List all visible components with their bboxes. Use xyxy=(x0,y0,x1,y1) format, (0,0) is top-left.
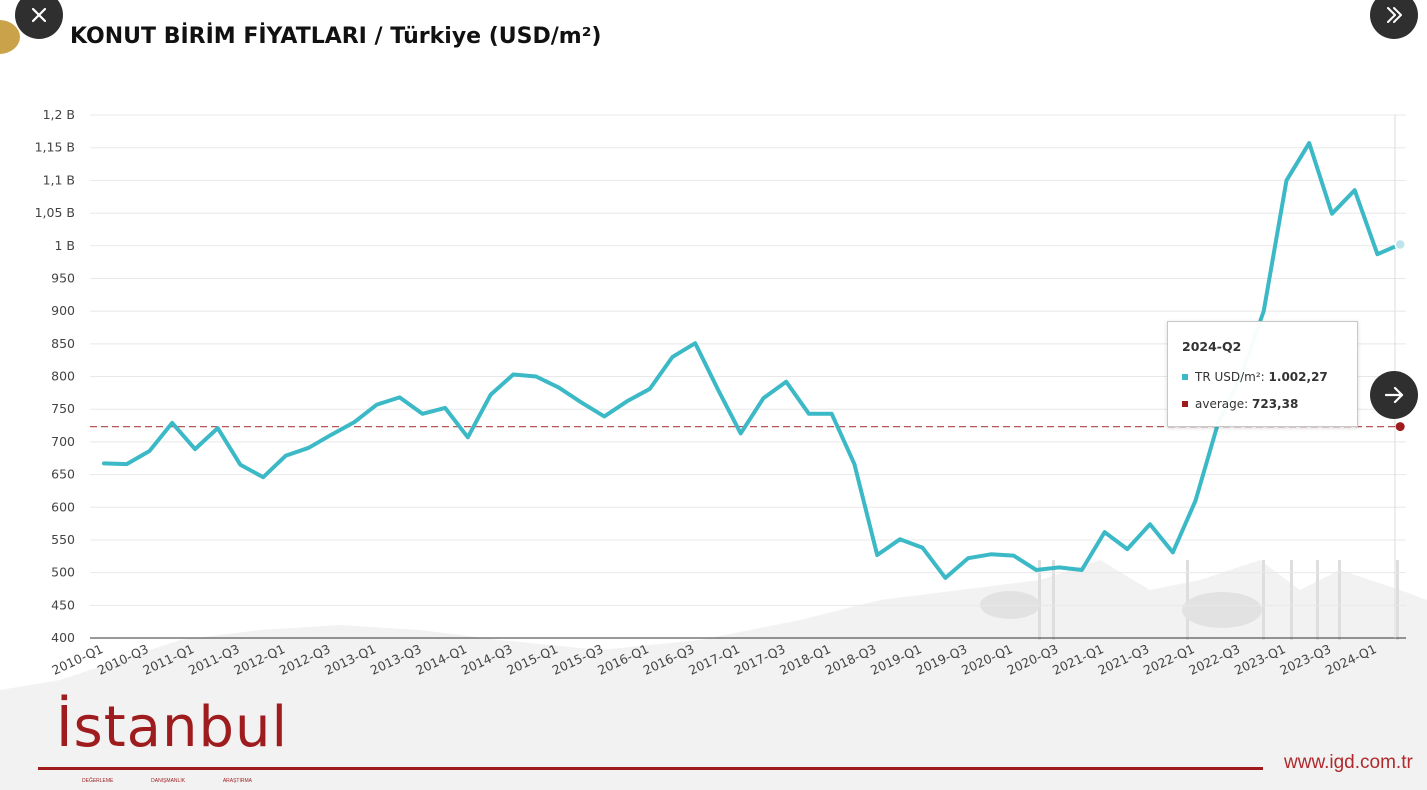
y-tick-label: 850 xyxy=(51,336,75,351)
minaret-shape xyxy=(1316,560,1319,640)
skyline-silhouette xyxy=(0,560,1427,790)
x-tick-label: 2014-Q1 xyxy=(413,641,469,678)
y-tick-label: 1,2 B xyxy=(43,107,75,122)
x-tick-label: 2012-Q3 xyxy=(277,641,333,678)
double-chevron-right-icon xyxy=(1387,7,1402,23)
y-tick-label: 1,05 B xyxy=(35,205,75,220)
logo-tagline: DEĞERLEME DANIŞMANLIK ARAŞTIRMA xyxy=(82,778,252,784)
series-tr-usd-m2 xyxy=(102,141,1403,580)
hover-markers xyxy=(1394,238,1406,432)
x-tick-label: 2020-Q3 xyxy=(1005,641,1061,678)
series-swatch xyxy=(1182,374,1188,380)
x-tick-label: 2016-Q1 xyxy=(595,641,651,678)
y-tick-label: 600 xyxy=(51,499,75,514)
x-tick-label: 2023-Q1 xyxy=(1232,641,1288,678)
x-tick-label: 2020-Q1 xyxy=(959,641,1015,678)
x-tick-label: 2022-Q1 xyxy=(1141,641,1197,678)
x-tick-label: 2013-Q3 xyxy=(368,641,424,678)
x-axis-labels: 2010-Q12010-Q32011-Q12011-Q32012-Q12012-… xyxy=(49,641,1378,678)
tooltip-average-row: average: 723,38 xyxy=(1182,397,1298,411)
minaret-shape xyxy=(1052,560,1055,640)
close-button[interactable] xyxy=(15,0,63,39)
chart-title: KONUT BİRİM FİYATLARI / Türkiye (USD/m²) xyxy=(70,24,602,49)
minaret-shape xyxy=(1186,560,1189,640)
series-line xyxy=(102,141,1403,580)
tooltip-average-value: 723,38 xyxy=(1252,397,1299,411)
tooltip-average-label: average: xyxy=(1195,397,1249,411)
x-tick-label: 2016-Q3 xyxy=(641,641,697,678)
next-button[interactable] xyxy=(1370,371,1418,419)
y-tick-label: 1,15 B xyxy=(35,140,75,155)
y-tick-label: 950 xyxy=(51,270,75,285)
minaret-shape xyxy=(1262,560,1265,640)
logo-underline xyxy=(38,767,1263,770)
x-tick-label: 2011-Q1 xyxy=(140,641,196,678)
x-tick-label: 2018-Q3 xyxy=(823,641,879,678)
tagline-item: ARAŞTIRMA xyxy=(222,778,252,784)
average-swatch xyxy=(1182,401,1188,407)
average-hover-marker xyxy=(1395,422,1405,432)
y-tick-label: 750 xyxy=(51,401,75,416)
tooltip-series-label: TR USD/m²: xyxy=(1195,370,1265,384)
x-tick-label: 2021-Q3 xyxy=(1096,641,1152,678)
brand-logo-corner xyxy=(0,20,20,54)
y-tick-label: 700 xyxy=(51,434,75,449)
minaret-shape xyxy=(1396,560,1399,640)
minaret-shape xyxy=(1038,560,1041,640)
minaret-shape xyxy=(1290,560,1293,640)
x-tick-label: 2023-Q3 xyxy=(1277,641,1333,678)
x-tick-label: 2012-Q1 xyxy=(231,641,287,678)
y-tick-label: 650 xyxy=(51,467,75,482)
tagline-item: DEĞERLEME xyxy=(82,778,114,784)
close-icon xyxy=(31,7,47,23)
tooltip-series-row: TR USD/m²: 1.002,27 xyxy=(1182,370,1328,384)
x-tick-label: 2018-Q1 xyxy=(777,641,833,678)
arrow-right-icon xyxy=(1384,386,1404,404)
tooltip-period: 2024-Q2 xyxy=(1182,339,1242,354)
y-tick-label: 400 xyxy=(51,630,75,645)
chart-tooltip: 2024-Q2 TR USD/m²: 1.002,27 average: 723… xyxy=(1167,321,1358,427)
expand-button[interactable] xyxy=(1370,0,1418,39)
website-link[interactable]: www.igd.com.tr xyxy=(1284,752,1413,773)
x-tick-label: 2017-Q1 xyxy=(686,641,742,678)
y-tick-label: 550 xyxy=(51,532,75,547)
x-tick-label: 2013-Q1 xyxy=(322,641,378,678)
tooltip-series-value: 1.002,27 xyxy=(1268,370,1328,384)
istanbul-logo: İstanbul xyxy=(56,695,289,760)
x-tick-label: 2017-Q3 xyxy=(732,641,788,678)
series-hover-marker xyxy=(1394,238,1406,251)
y-axis-labels: 400 450 500 550 600 650 700 750 800 850 900 950 1 B 1… xyxy=(35,107,75,645)
x-tick-label: 2019-Q3 xyxy=(914,641,970,678)
x-tick-label: 2014-Q3 xyxy=(459,641,515,678)
x-tick-label: 2010-Q1 xyxy=(49,641,105,678)
x-tick-label: 2019-Q1 xyxy=(868,641,924,678)
dome-shape xyxy=(1182,592,1262,628)
y-tick-label: 900 xyxy=(51,303,75,318)
x-tick-label: 2021-Q1 xyxy=(1050,641,1106,678)
x-tick-label: 2024-Q1 xyxy=(1323,641,1379,678)
x-tick-label: 2010-Q3 xyxy=(95,641,151,678)
x-tick-label: 2015-Q1 xyxy=(504,641,560,678)
x-tick-label: 2022-Q3 xyxy=(1186,641,1242,678)
x-tick-label: 2011-Q3 xyxy=(186,641,242,678)
y-tick-label: 1,1 B xyxy=(43,172,75,187)
y-tick-label: 500 xyxy=(51,565,75,580)
y-tick-label: 450 xyxy=(51,597,75,612)
minaret-shape xyxy=(1338,560,1341,640)
y-tick-label: 800 xyxy=(51,369,75,384)
tagline-item: DANIŞMANLIK xyxy=(151,778,186,784)
y-tick-label: 1 B xyxy=(54,238,75,253)
x-tick-label: 2015-Q3 xyxy=(550,641,606,678)
